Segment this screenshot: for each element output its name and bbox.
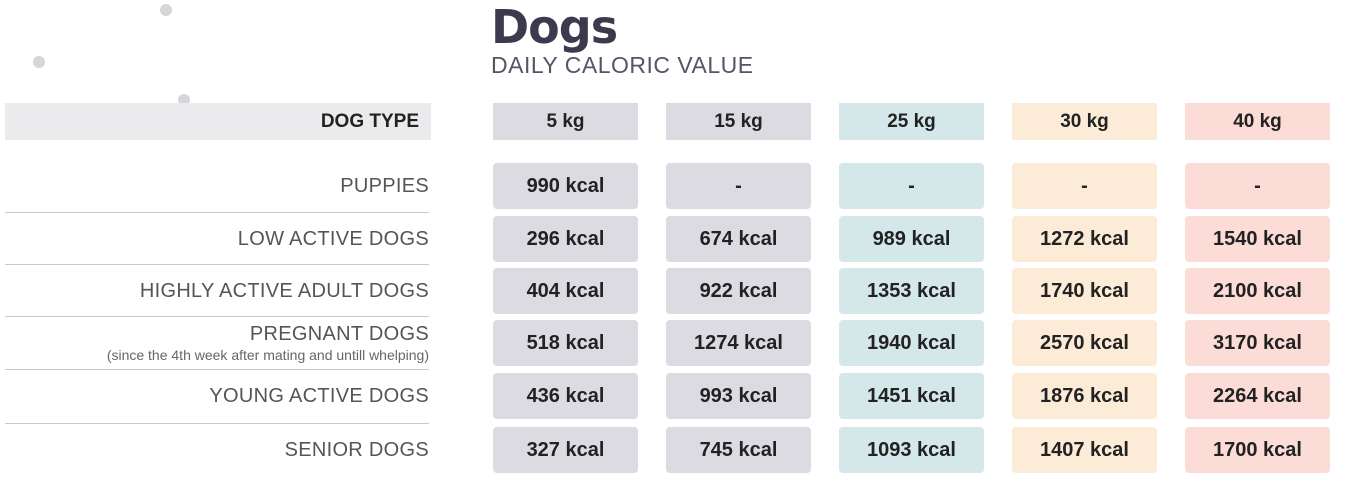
row-divider <box>5 369 429 370</box>
row-label-text: PUPPIES <box>340 174 429 197</box>
column-header: 25 kg <box>839 103 984 140</box>
kcal-cell: 1940 kcal <box>839 320 984 366</box>
kcal-cell: 989 kcal <box>839 216 984 262</box>
row-label: YOUNG ACTIVE DOGS <box>5 371 429 421</box>
kcal-cell: 436 kcal <box>493 373 638 419</box>
kcal-cell: 1451 kcal <box>839 373 984 419</box>
kcal-cell: - <box>1012 163 1157 209</box>
row-label-text: SENIOR DOGS <box>284 438 429 461</box>
kcal-cell: 1540 kcal <box>1185 216 1330 262</box>
row-label-text: LOW ACTIVE DOGS <box>237 227 429 250</box>
row-label-text: HIGHLY ACTIVE ADULT DOGS <box>139 279 429 302</box>
kcal-cell: - <box>666 163 811 209</box>
kcal-cell: 1093 kcal <box>839 427 984 473</box>
row-divider <box>5 423 429 424</box>
kcal-cell: 2570 kcal <box>1012 320 1157 366</box>
kcal-cell: 2264 kcal <box>1185 373 1330 419</box>
kcal-cell: 1700 kcal <box>1185 427 1330 473</box>
kcal-cell: 404 kcal <box>493 268 638 314</box>
row-label: SENIOR DOGS <box>5 425 429 475</box>
kcal-cell: 1274 kcal <box>666 320 811 366</box>
kcal-cell: 518 kcal <box>493 320 638 366</box>
kcal-cell: - <box>839 163 984 209</box>
kcal-cell: 2100 kcal <box>1185 268 1330 314</box>
row-label-text: PREGNANT DOGS <box>249 323 429 345</box>
row-divider <box>5 264 429 265</box>
page-subtitle: DAILY CALORIC VALUE <box>491 52 754 78</box>
row-label-text: YOUNG ACTIVE DOGS <box>209 384 429 407</box>
row-divider <box>5 316 429 317</box>
kcal-cell: 990 kcal <box>493 163 638 209</box>
page-title: Dogs <box>491 0 618 54</box>
kcal-cell: 674 kcal <box>666 216 811 262</box>
column-header: 15 kg <box>666 103 811 140</box>
kcal-cell: 1740 kcal <box>1012 268 1157 314</box>
kcal-cell: 1407 kcal <box>1012 427 1157 473</box>
row-label: PUPPIES <box>5 161 429 211</box>
decorative-dot <box>33 56 45 68</box>
kcal-cell: 3170 kcal <box>1185 320 1330 366</box>
kcal-cell: 993 kcal <box>666 373 811 419</box>
row-label: HIGHLY ACTIVE ADULT DOGS <box>5 266 429 316</box>
column-header: 40 kg <box>1185 103 1330 140</box>
kcal-cell: 1272 kcal <box>1012 216 1157 262</box>
kcal-cell: 327 kcal <box>493 427 638 473</box>
decorative-dot <box>160 4 172 16</box>
kcal-cell: 1353 kcal <box>839 268 984 314</box>
row-divider <box>5 212 429 213</box>
row-label-note: (since the 4th week after mating and unt… <box>106 347 429 363</box>
row-label: LOW ACTIVE DOGS <box>5 214 429 264</box>
kcal-cell: 922 kcal <box>666 268 811 314</box>
kcal-cell: 296 kcal <box>493 216 638 262</box>
kcal-cell: 745 kcal <box>666 427 811 473</box>
row-label: PREGNANT DOGS (since the 4th week after m… <box>5 318 429 368</box>
kcal-cell: 1876 kcal <box>1012 373 1157 419</box>
column-header: 5 kg <box>493 103 638 140</box>
dog-type-header: DOG TYPE <box>5 103 431 140</box>
column-header: 30 kg <box>1012 103 1157 140</box>
kcal-cell: - <box>1185 163 1330 209</box>
